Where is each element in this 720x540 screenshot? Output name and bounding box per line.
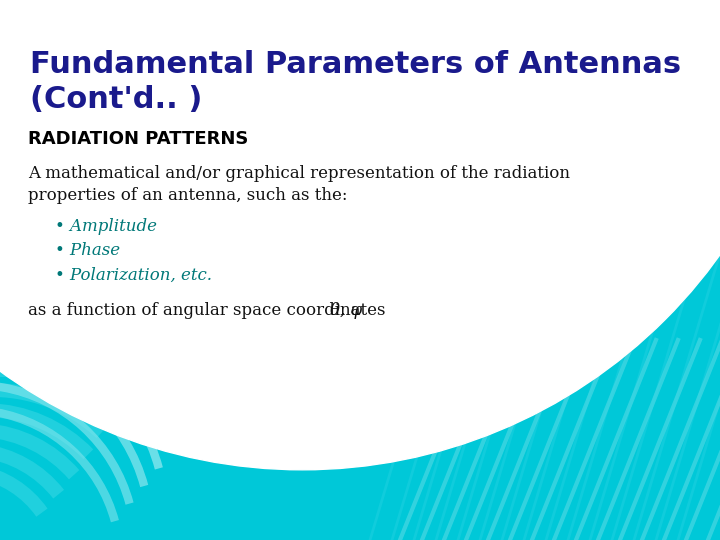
Text: • Phase: • Phase [55, 242, 120, 259]
Circle shape [0, 0, 720, 470]
Text: A mathematical and/or graphical representation of the radiation: A mathematical and/or graphical represen… [28, 165, 570, 182]
Text: (Cont'd.. ): (Cont'd.. ) [30, 85, 202, 114]
Text: Fundamental Parameters of Antennas: Fundamental Parameters of Antennas [30, 50, 681, 79]
Text: θ, φ: θ, φ [330, 302, 362, 319]
Text: as a function of angular space coordinates: as a function of angular space coordinat… [28, 302, 391, 319]
Text: • Amplitude: • Amplitude [55, 218, 157, 235]
Text: • Polarization, etc.: • Polarization, etc. [55, 267, 212, 284]
Text: RADIATION PATTERNS: RADIATION PATTERNS [28, 130, 248, 148]
Text: properties of an antenna, such as the:: properties of an antenna, such as the: [28, 187, 348, 204]
